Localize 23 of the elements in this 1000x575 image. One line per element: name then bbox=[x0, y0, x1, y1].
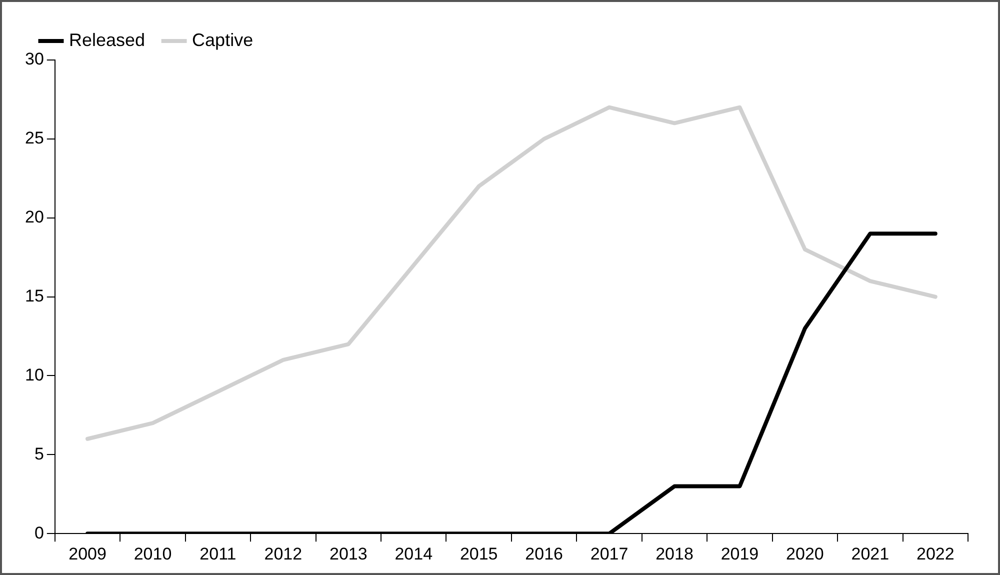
y-tick-label: 15 bbox=[24, 286, 44, 306]
y-tick-label: 5 bbox=[34, 444, 44, 464]
x-tick-label: 2015 bbox=[460, 544, 498, 564]
x-tick-label: 2017 bbox=[590, 544, 628, 564]
y-tick-label: 10 bbox=[24, 365, 44, 384]
x-tick-label: 2021 bbox=[851, 544, 890, 564]
x-tick-label: 2016 bbox=[525, 544, 563, 564]
y-tick-label: 20 bbox=[24, 208, 44, 227]
x-tick-label: 2013 bbox=[329, 544, 368, 564]
legend-label: Captive bbox=[192, 30, 254, 50]
y-tick-label: 0 bbox=[34, 523, 44, 542]
x-tick-label: 2012 bbox=[264, 544, 302, 564]
x-tick-label: 2011 bbox=[200, 544, 236, 564]
x-tick-label: 2019 bbox=[720, 544, 759, 564]
x-tick-label: 2018 bbox=[656, 544, 694, 564]
x-tick-label: 2009 bbox=[68, 544, 106, 564]
x-tick-label: 2022 bbox=[916, 544, 954, 564]
x-tick-label: 2010 bbox=[134, 544, 172, 564]
x-tick-label: 2014 bbox=[394, 544, 433, 564]
y-tick-label: 25 bbox=[24, 128, 44, 148]
y-tick-label: 30 bbox=[24, 50, 44, 69]
x-tick-label: 2020 bbox=[786, 544, 824, 564]
legend-label: Released bbox=[69, 30, 146, 50]
